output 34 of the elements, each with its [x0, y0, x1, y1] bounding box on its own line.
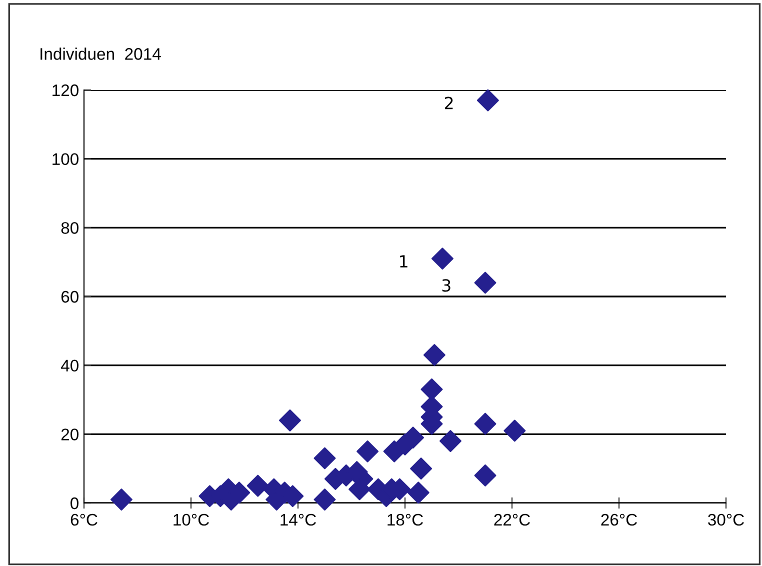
point [423, 344, 446, 366]
point [504, 420, 526, 442]
point [474, 464, 496, 486]
x-tick-label: 30°C [708, 514, 744, 526]
x-tick-label: 6°C [70, 514, 98, 526]
point [407, 482, 430, 504]
y-axis-title: Individuen 2014 [40, 48, 161, 60]
point [410, 458, 432, 480]
y-tick-label: 80 [61, 222, 78, 234]
y-tick-label: 0 [70, 497, 78, 510]
point [314, 447, 336, 470]
x-tick-label: 14°C [280, 514, 316, 526]
y-tick-label: 100 [52, 153, 78, 166]
point [476, 89, 499, 112]
annotation: 2 [444, 96, 453, 110]
point [439, 430, 462, 452]
x-tick-label: 26°C [601, 514, 637, 526]
x-tick-label: 18°C [388, 514, 423, 526]
point [278, 409, 301, 432]
annotation: 3 [442, 279, 450, 292]
point [110, 488, 132, 511]
annotation: 1 [400, 255, 408, 268]
point [314, 488, 336, 511]
y-tick-label: 60 [61, 290, 78, 303]
y-tick-label: 40 [60, 360, 78, 372]
point [356, 440, 379, 462]
point [246, 474, 269, 497]
x-tick-label: 10°C [174, 514, 209, 526]
point [431, 248, 454, 270]
point [474, 272, 496, 294]
y-tick-label: 20 [61, 428, 78, 440]
point [474, 412, 496, 435]
y-tick-label: 120 [52, 84, 78, 96]
x-tick-label: 22°C [494, 514, 530, 526]
